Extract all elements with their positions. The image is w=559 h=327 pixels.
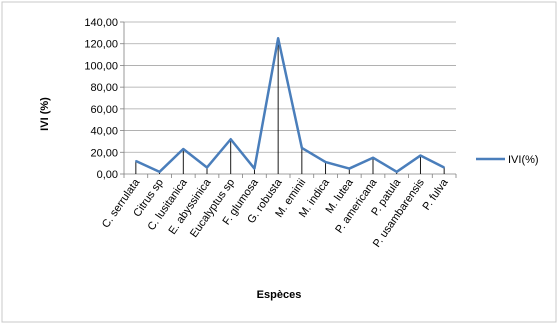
y-tick-label: 120,00 — [84, 39, 118, 51]
data-point — [324, 161, 327, 163]
legend: IVI(%) — [476, 154, 539, 166]
data-point — [182, 148, 185, 150]
y-tick-label: 0,00 — [97, 169, 118, 181]
series-line — [135, 37, 445, 174]
axes — [123, 22, 457, 178]
data-point — [206, 166, 208, 169]
data-point — [253, 167, 256, 170]
chart-border — [1, 1, 557, 323]
data-point — [395, 171, 398, 173]
data-point — [372, 156, 374, 159]
y-tick-label: 60,00 — [90, 104, 118, 116]
data-point — [229, 138, 232, 141]
y-tick-label: 40,00 — [90, 126, 118, 138]
y-tick-label: 100,00 — [84, 60, 118, 72]
data-point — [301, 147, 303, 149]
y-axis-title: IVI (%) — [39, 97, 51, 131]
y-tick-label: 20,00 — [90, 147, 118, 159]
data-point — [419, 154, 422, 157]
x-axis-title: Espèces — [257, 289, 302, 301]
data-point — [277, 37, 279, 40]
series-lines — [135, 37, 445, 174]
data-point — [158, 171, 161, 173]
data-point — [348, 167, 351, 170]
data-point — [443, 166, 445, 169]
legend-label: IVI(%) — [508, 154, 539, 166]
data-point — [135, 160, 137, 162]
y-tick-labels: 0,00 20,00 40,00 60,00 80,00 100,00 120,00 140,… — [84, 17, 118, 181]
y-tick-label: 140,00 — [84, 17, 118, 29]
y-tick-label: 80,00 — [90, 82, 118, 94]
